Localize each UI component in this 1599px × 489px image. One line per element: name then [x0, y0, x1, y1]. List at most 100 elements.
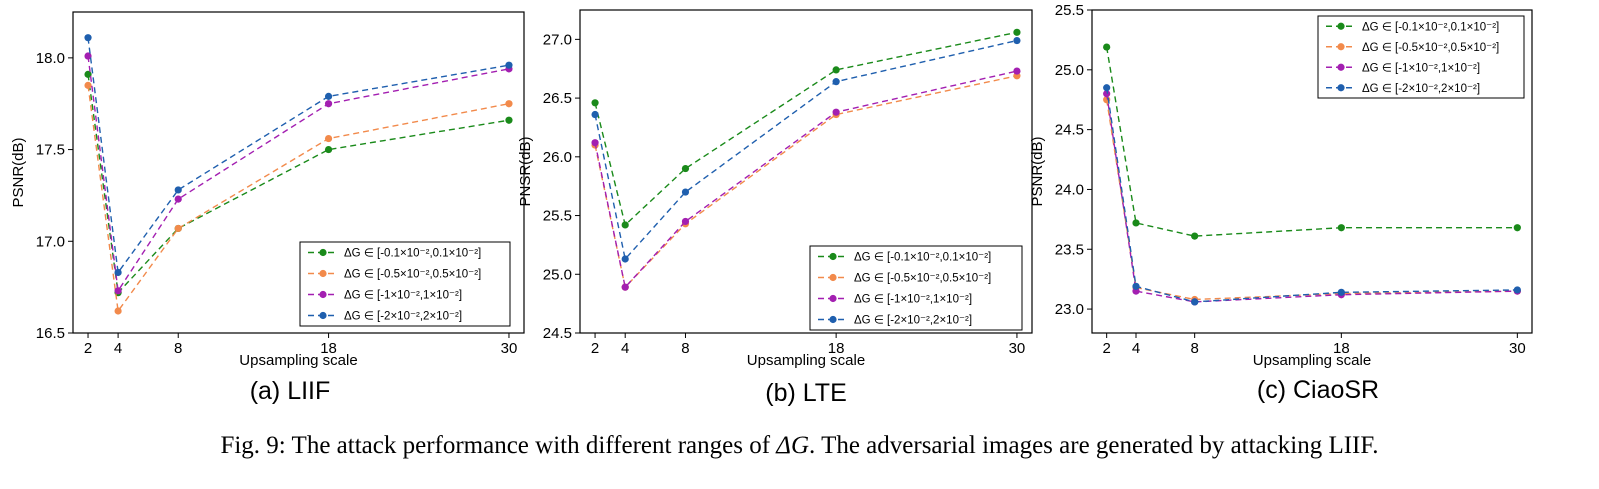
x-tick-label: 8 [681, 340, 689, 357]
legend-label: ΔG ∈ [-0.5×10⁻²,0.5×10⁻²] [854, 273, 991, 285]
x-tick-label: 2 [84, 340, 92, 357]
legend-box [1317, 15, 1525, 99]
x-tick-label: 4 [114, 340, 122, 357]
data-point [1103, 90, 1111, 98]
caption-symbol: ΔG [776, 432, 810, 459]
data-point [174, 195, 182, 203]
legend-marker [1337, 84, 1345, 92]
y-tick-label: 25.5 [1055, 2, 1084, 19]
legend-label: ΔG ∈ [-0.5×10⁻²,0.5×10⁻²] [344, 269, 481, 281]
legend-label: ΔG ∈ [-2×10⁻²,2×10⁻²] [344, 311, 462, 323]
y-tick-label: 23.5 [1055, 241, 1084, 258]
legend-label: ΔG ∈ [-0.5×10⁻²,0.5×10⁻²] [1362, 42, 1499, 54]
legend: ΔG ∈ [-0.1×10⁻²,0.1×10⁻²] ΔG ∈ [-0.5×10⁻²… [1317, 15, 1525, 99]
y-tick-label: 26.0 [543, 149, 572, 166]
data-point [591, 139, 599, 147]
data-point [114, 307, 122, 315]
legend-marker [1337, 22, 1345, 30]
legend-marker [319, 290, 327, 299]
x-tick-label: 8 [1190, 340, 1198, 357]
data-point [621, 283, 629, 291]
legend-marker [829, 294, 837, 303]
data-point [324, 145, 333, 154]
y-tick-label: 18.0 [36, 50, 65, 67]
series-line-3 [87, 55, 510, 293]
data-point [681, 188, 690, 196]
y-tick-label: 25.0 [1055, 62, 1084, 79]
data-point [1191, 232, 1199, 240]
data-point [324, 100, 333, 108]
y-tick-label: 25.0 [543, 266, 572, 283]
chart-panels: 16.5 17.0 17.5 18.0 2 4 8 18 30 Upsampling scale P… [10, 2, 1533, 407]
series-line-4 [87, 37, 510, 275]
legend-marker [829, 273, 837, 282]
data-point [591, 99, 599, 107]
legend-label: ΔG ∈ [-1×10⁻²,1×10⁻²] [344, 290, 462, 302]
x-tick-label: 18 [320, 340, 337, 357]
legend-label: ΔG ∈ [-0.1×10⁻²,0.1×10⁻²] [344, 248, 481, 260]
data-point [505, 100, 513, 108]
data-point [505, 116, 513, 124]
data-point [1132, 219, 1140, 227]
data-point [621, 255, 629, 263]
y-tick-label: 27.0 [543, 31, 572, 48]
legend-marker [319, 311, 327, 320]
y-tick-label: 23.0 [1055, 301, 1084, 318]
data-point [114, 287, 122, 295]
data-point [505, 61, 513, 69]
data-point [114, 268, 122, 277]
data-point [832, 78, 840, 86]
x-tick-label: 2 [591, 340, 599, 357]
plot-frame [1091, 9, 1533, 334]
legend-marker [829, 315, 837, 324]
x-tick-label: 4 [1132, 340, 1140, 357]
series-line-2 [1105, 99, 1518, 301]
y-tick-label: 24.5 [1055, 122, 1084, 139]
data-point [681, 164, 690, 173]
y-tick-label: 24.5 [543, 325, 572, 342]
x-tick-label: 4 [621, 340, 629, 357]
x-axis-label: Upsampling scale [239, 352, 357, 369]
legend-marker [319, 248, 327, 257]
data-point [621, 221, 629, 229]
data-point [832, 66, 840, 74]
x-tick-label: 18 [1333, 340, 1350, 357]
data-point [1337, 224, 1345, 232]
x-tick-label: 30 [501, 340, 518, 357]
y-tick-label: 17.0 [36, 233, 65, 250]
data-point [84, 70, 92, 78]
data-point [324, 92, 333, 100]
y-axis-label: PNSR(dB) [517, 136, 534, 206]
data-point [1013, 36, 1021, 45]
subplot-3: 23.0 23.5 24.0 24.5 25.0 25.5 2 4 8 18 30 Upsamplin… [1029, 2, 1533, 404]
data-point [1513, 286, 1521, 294]
x-tick-label: 2 [1102, 340, 1110, 357]
x-tick-label: 8 [174, 340, 182, 357]
y-tick-label: 16.5 [36, 325, 65, 342]
series-line-2 [87, 85, 510, 313]
plot-frame [72, 11, 525, 334]
subplot-title: (a) LIIF [250, 377, 331, 405]
x-axis-label: Upsampling scale [1253, 352, 1371, 369]
data-point [174, 224, 182, 233]
y-tick-label: 26.5 [543, 90, 572, 107]
data-point [591, 110, 599, 119]
series-line-3 [594, 70, 1018, 289]
series-line-4 [1105, 87, 1518, 303]
legend-label: ΔG ∈ [-2×10⁻²,2×10⁻²] [854, 315, 972, 327]
y-axis-label: PSNR(dB) [10, 137, 27, 207]
legend-box [809, 245, 1023, 331]
legend-marker [319, 269, 327, 278]
series-line-1 [594, 31, 1018, 227]
caption-prefix: Fig. 9: The attack performance with diff… [220, 432, 777, 459]
series-line-1 [1105, 46, 1518, 237]
figure-caption: Fig. 9: The attack performance with diff… [0, 432, 1599, 460]
legend-label: ΔG ∈ [-1×10⁻²,1×10⁻²] [854, 294, 972, 306]
data-point [84, 81, 92, 89]
data-point [174, 186, 182, 194]
data-point [324, 134, 333, 143]
legend-label: ΔG ∈ [-2×10⁻²,2×10⁻²] [1362, 83, 1480, 95]
legend-box [299, 241, 511, 327]
data-point [84, 34, 92, 42]
